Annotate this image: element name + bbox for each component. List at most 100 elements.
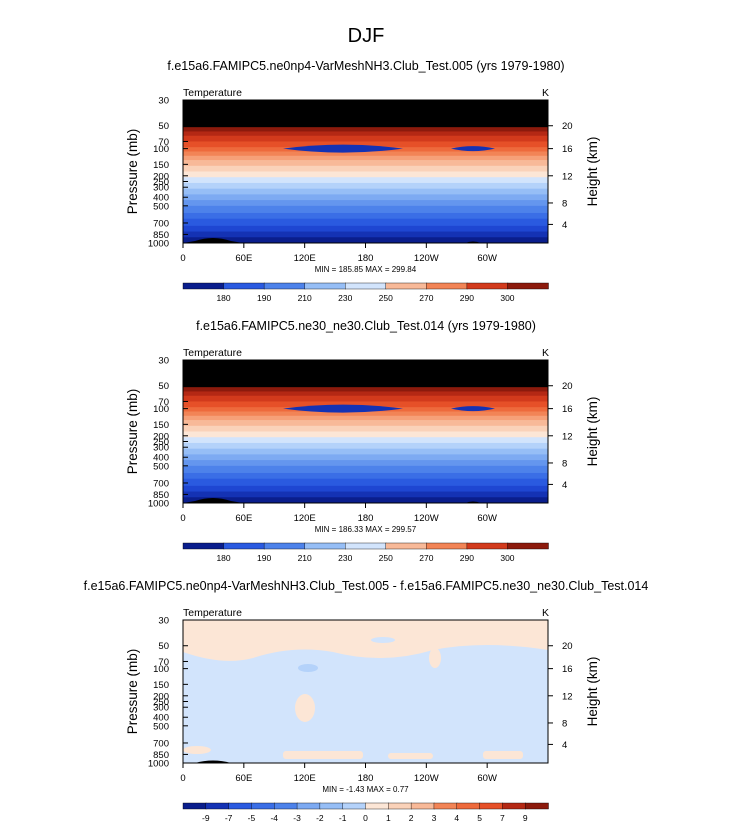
y-tick-label: 850	[153, 490, 169, 501]
temperature-band	[183, 141, 548, 148]
y-right-axis-label: Height (km)	[585, 137, 600, 207]
temperature-band	[183, 372, 548, 380]
y-right-tick-label: 4	[562, 220, 567, 231]
colorbar-label: 0	[363, 813, 368, 823]
x-tick-label: 180	[358, 773, 374, 784]
units-label: K	[542, 87, 549, 99]
y-tick-label: 150	[153, 680, 169, 691]
x-tick-label: 0	[180, 253, 185, 264]
colorbar-swatch	[426, 282, 468, 290]
colorbar-label: -7	[225, 813, 233, 823]
y-tick-label: 200	[153, 691, 169, 702]
colorbar-label: -5	[248, 813, 256, 823]
colorbar-swatch	[507, 542, 549, 550]
topography-mask	[195, 760, 231, 763]
colorbar-swatch	[388, 802, 412, 810]
x-tick-label: 120W	[414, 253, 439, 264]
colorbar-swatch	[502, 802, 526, 810]
colorbar-swatch	[433, 802, 458, 810]
y-tick-label: 300	[153, 443, 169, 454]
temperature-band	[183, 218, 548, 227]
x-tick-label: 120E	[294, 253, 316, 264]
colorbar-label: 5	[477, 813, 482, 823]
colorbar-label: 270	[419, 553, 433, 563]
colorbar-swatch	[385, 282, 428, 290]
y-tick-label: 100	[153, 664, 169, 675]
y-tick-label: 700	[153, 478, 169, 489]
temperature-band	[183, 360, 548, 368]
panel-1: f.e15a6.FAMIPC5.ne0np4-VarMeshNH3.Club_T…	[125, 59, 600, 303]
temperature-band	[183, 491, 548, 498]
x-tick-label: 120W	[414, 513, 439, 524]
colorbar-label: 4	[454, 813, 459, 823]
panel-1-title: f.e15a6.FAMIPC5.ne0np4-VarMeshNH3.Club_T…	[167, 59, 564, 73]
y-tick-label: 1000	[148, 499, 169, 510]
colorbar-label: -9	[202, 813, 210, 823]
x-tick-label: 60W	[477, 513, 497, 524]
y-tick-label: 500	[153, 201, 169, 212]
units-label: K	[542, 607, 549, 619]
panel-2: f.e15a6.FAMIPC5.ne30_ne30.Club_Test.014 …	[125, 319, 600, 563]
y-right-axis-label: Height (km)	[585, 397, 600, 467]
y-right-tick-label: 12	[562, 171, 573, 182]
y-tick-label: 250	[153, 177, 169, 188]
temperature-band	[183, 231, 548, 238]
temperature-band	[183, 118, 548, 124]
y-tick-label: 500	[153, 461, 169, 472]
positive-difference-region	[295, 694, 315, 722]
colorbar-label: 210	[298, 553, 312, 563]
colorbar-swatch	[507, 282, 549, 290]
colorbar-label: 3	[432, 813, 437, 823]
variable-label: Temperature	[183, 607, 242, 619]
temperature-band	[183, 205, 548, 214]
y-tick-label: 250	[153, 697, 169, 708]
temperature-band	[183, 411, 548, 417]
temperature-band	[183, 378, 548, 384]
colorbar-label: 190	[257, 293, 271, 303]
y-tick-label: 30	[158, 96, 169, 107]
colorbar-swatch	[251, 802, 275, 810]
colorbar-label: -1	[339, 813, 347, 823]
topography-mask	[183, 498, 243, 503]
colorbar-swatch	[228, 802, 253, 810]
x-tick-label: 180	[358, 513, 374, 524]
temperature-band	[183, 401, 548, 408]
y-right-tick-label: 16	[562, 404, 573, 415]
temperature-band	[183, 122, 548, 128]
y-right-axis-label: Height (km)	[585, 657, 600, 727]
positive-difference-region	[483, 751, 523, 759]
y-tick-label: 70	[158, 137, 169, 148]
temperature-band	[183, 448, 548, 455]
min-max-stats: MIN = 186.33 MAX = 299.57	[315, 525, 417, 534]
colorbar-swatch	[385, 542, 428, 550]
colorbar-swatch	[345, 542, 387, 550]
colorbar-swatch	[345, 282, 387, 290]
positive-difference-region	[388, 753, 433, 759]
colorbar-swatch	[342, 802, 367, 810]
y-right-tick-label: 16	[562, 664, 573, 675]
colorbar-swatch	[182, 282, 225, 290]
temperature-band	[183, 165, 548, 173]
min-max-stats: MIN = 185.85 MAX = 299.84	[315, 265, 417, 274]
y-tick-label: 30	[158, 356, 169, 367]
negative-difference-region	[371, 637, 395, 643]
temperature-band	[183, 160, 548, 167]
temperature-band	[183, 188, 548, 195]
temperature-band	[183, 420, 548, 427]
y-tick-label: 1000	[148, 759, 169, 770]
y-tick-label: 400	[153, 713, 169, 724]
colorbar-swatch	[426, 542, 468, 550]
y-right-tick-label: 12	[562, 691, 573, 702]
y-tick-label: 850	[153, 230, 169, 241]
colorbar-label: 190	[257, 553, 271, 563]
colorbar-label: 230	[338, 293, 352, 303]
temperature-band	[183, 442, 548, 450]
y-tick-label: 500	[153, 721, 169, 732]
colorbar-swatch	[223, 282, 265, 290]
plot-area	[183, 360, 548, 503]
y-right-tick-label: 12	[562, 431, 573, 442]
colorbar-swatch	[296, 802, 321, 810]
colorbar-swatch	[223, 542, 265, 550]
temperature-band	[183, 472, 548, 480]
topography-mask	[183, 238, 243, 243]
